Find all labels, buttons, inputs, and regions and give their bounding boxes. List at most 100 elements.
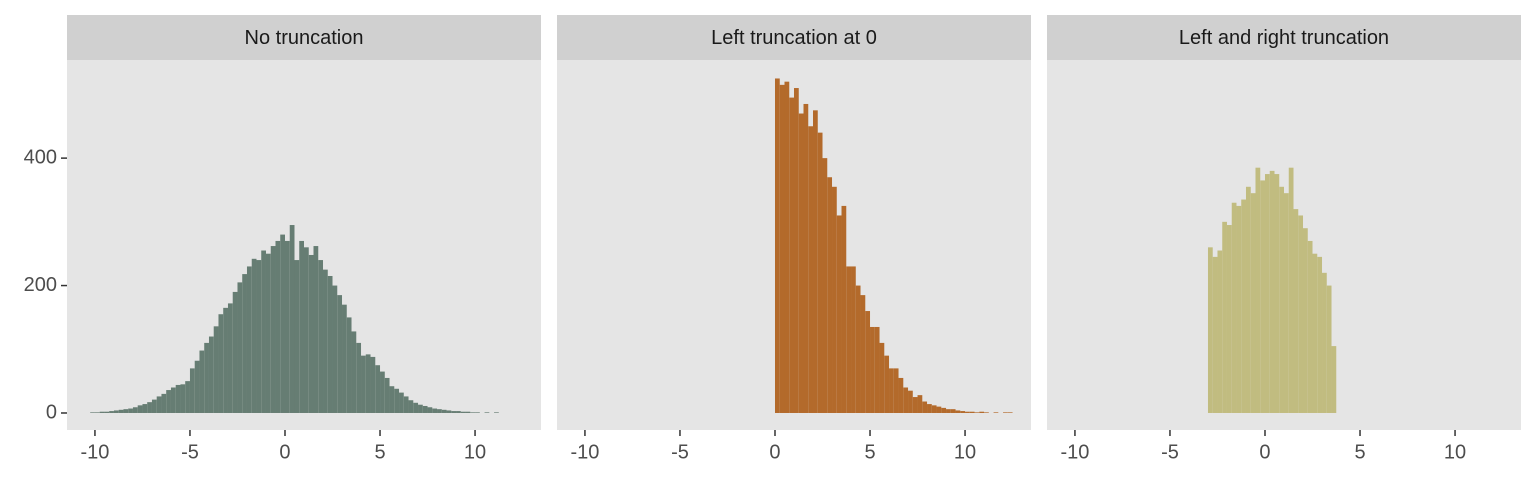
bar	[394, 388, 400, 413]
bar	[356, 342, 362, 413]
bar	[1231, 202, 1237, 413]
bar	[889, 368, 894, 413]
bar	[437, 409, 442, 413]
bar	[1226, 225, 1232, 413]
bar	[903, 387, 909, 413]
bar	[104, 411, 110, 413]
bar	[965, 411, 970, 413]
bar	[1217, 250, 1223, 413]
bar	[194, 360, 200, 413]
bar	[779, 84, 785, 413]
bar	[189, 368, 195, 413]
bar	[123, 409, 129, 413]
x-tick-label: 0	[1259, 441, 1270, 463]
bar	[851, 266, 856, 413]
bar	[208, 336, 214, 413]
bar	[118, 409, 124, 413]
bar	[337, 295, 343, 413]
bar	[422, 405, 428, 413]
x-tick-label: 10	[1444, 441, 1466, 463]
bar	[128, 408, 133, 413]
bar	[318, 260, 324, 413]
bar	[342, 304, 347, 413]
bar	[284, 240, 290, 413]
bar	[413, 402, 419, 413]
bar	[289, 225, 295, 413]
bar	[365, 354, 371, 413]
bar	[265, 253, 271, 413]
bar	[855, 285, 861, 413]
bar	[147, 402, 152, 413]
bar	[346, 317, 352, 413]
bar	[1326, 285, 1332, 413]
bar	[832, 186, 837, 413]
y-tick-label: 200	[24, 274, 57, 296]
x-tick-label: 0	[769, 441, 780, 463]
bar	[185, 381, 190, 413]
bar	[327, 275, 333, 413]
bar	[798, 113, 804, 413]
bar	[441, 409, 447, 413]
bar	[993, 412, 999, 413]
bar	[1264, 174, 1270, 413]
bar	[1260, 180, 1265, 413]
bar	[898, 377, 904, 413]
bar	[908, 390, 913, 413]
bar	[1317, 256, 1323, 413]
x-tick-label: -10	[1060, 441, 1089, 463]
bar	[1293, 209, 1299, 413]
strip-background	[1047, 15, 1521, 60]
bar	[113, 410, 119, 413]
bar	[470, 412, 476, 413]
bar	[922, 401, 928, 413]
bar	[1322, 272, 1327, 413]
bar	[803, 103, 809, 413]
y-tick-label: 0	[46, 401, 57, 423]
x-tick-label: 10	[954, 441, 976, 463]
strip-title: Left truncation at 0	[711, 27, 877, 49]
bar	[223, 307, 228, 413]
bar	[1284, 193, 1289, 413]
bar	[204, 342, 209, 413]
bar	[1236, 205, 1242, 413]
bar	[99, 411, 105, 413]
bar	[1212, 256, 1218, 413]
bar	[1250, 193, 1256, 413]
x-tick-label: 0	[279, 441, 290, 463]
bar	[384, 377, 390, 413]
bar	[1207, 247, 1213, 413]
bar	[1222, 221, 1227, 413]
bar	[1288, 167, 1294, 413]
bar	[90, 412, 95, 413]
bar	[446, 410, 452, 413]
bar	[979, 411, 985, 413]
bar	[432, 408, 438, 413]
bar	[1298, 215, 1304, 413]
bar	[213, 326, 219, 413]
bar	[789, 97, 794, 413]
bar	[304, 247, 309, 413]
bar	[841, 205, 847, 413]
bar	[323, 269, 328, 413]
bar	[1312, 253, 1318, 413]
bar	[1003, 412, 1008, 413]
bar	[475, 412, 480, 413]
bar	[865, 311, 871, 413]
bar	[299, 240, 304, 413]
bar	[294, 260, 300, 413]
bar	[955, 410, 961, 413]
bar	[893, 368, 899, 413]
bar	[870, 326, 875, 413]
bar	[180, 384, 186, 413]
x-tick-label: -5	[671, 441, 689, 463]
bar	[1274, 174, 1280, 413]
bar	[199, 350, 205, 413]
bar	[370, 356, 376, 413]
bar	[251, 258, 257, 413]
strip-title: No truncation	[245, 27, 364, 49]
bar	[242, 274, 247, 413]
bar	[879, 342, 885, 413]
bar	[822, 158, 828, 413]
bar	[94, 412, 100, 413]
bar	[418, 404, 423, 413]
